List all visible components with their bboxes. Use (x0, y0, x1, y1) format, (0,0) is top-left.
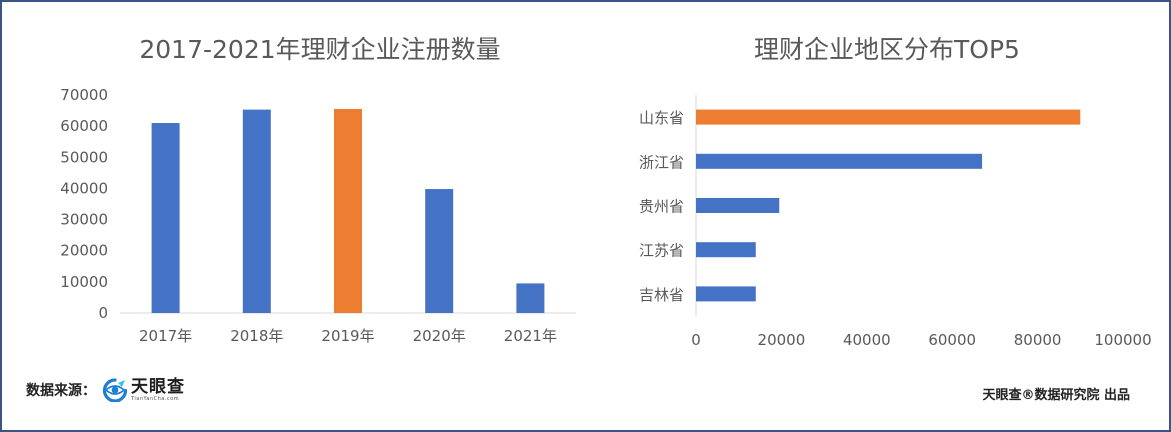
x-tick-label: 0 (691, 331, 701, 349)
y-category-label: 江苏省 (639, 242, 684, 260)
bar-2020年 (425, 189, 454, 313)
x-tick-label: 100000 (1094, 331, 1151, 349)
y-tick-label: 10000 (60, 273, 108, 291)
bar-2019年 (334, 109, 362, 313)
bar-吉林省 (696, 286, 756, 302)
chart-title: 理财企业地区分布TOP5 (754, 35, 1020, 64)
bar-2017年 (151, 123, 180, 314)
y-category-label: 浙江省 (639, 153, 684, 171)
y-category-label: 贵州省 (639, 198, 684, 216)
logo-url: TianYanCha.com (131, 395, 180, 402)
data-source: 数据来源： 天眼查 TianYanCha.com (26, 378, 185, 402)
eye-logo-icon (102, 378, 128, 402)
y-tick-label: 50000 (60, 148, 108, 166)
bar-江苏省 (696, 242, 756, 258)
logo-name: 天眼查 (131, 376, 185, 397)
bar-山东省 (696, 109, 1081, 125)
x-category-label: 2020年 (413, 327, 466, 345)
research-credit: 天眼查®数据研究院 出品 (982, 388, 1130, 403)
x-tick-label: 20000 (758, 331, 806, 349)
source-label: 数据来源： (26, 383, 96, 399)
x-category-label: 2018年 (230, 327, 283, 345)
x-tick-label: 60000 (928, 331, 976, 349)
y-category-label: 山东省 (639, 109, 684, 127)
x-category-label: 2017年 (139, 327, 192, 345)
chart-title: 2017-2021年理财企业注册数量 (139, 35, 500, 64)
x-tick-label: 40000 (843, 331, 891, 349)
y-category-label: 吉林省 (639, 286, 684, 304)
y-tick-label: 60000 (60, 117, 108, 135)
x-category-label: 2019年 (321, 327, 374, 345)
bar-2021年 (516, 283, 545, 313)
bar-浙江省 (696, 153, 983, 169)
y-tick-label: 30000 (60, 211, 108, 229)
y-tick-label: 40000 (60, 179, 108, 197)
y-tick-label: 0 (98, 304, 108, 322)
bar-2018年 (242, 109, 271, 313)
y-tick-label: 70000 (60, 86, 108, 104)
left-chart-registrations: 2017-2021年理财企业注册数量 0 10000 20000 30000 40000… (60, 35, 576, 345)
x-tick-label: 80000 (1014, 331, 1062, 349)
bar-贵州省 (696, 198, 780, 213)
tianyancha-logo: 天眼查 TianYanCha.com (102, 378, 185, 402)
x-category-label: 2021年 (504, 327, 557, 345)
y-tick-label: 20000 (60, 242, 108, 260)
